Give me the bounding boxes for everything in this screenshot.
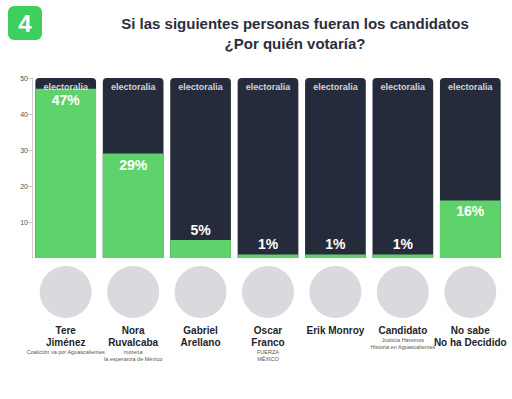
svg-text:electoralia: electoralia	[111, 82, 157, 92]
svg-text:50: 50	[20, 75, 28, 82]
svg-text:Ruvalcaba: Ruvalcaba	[108, 337, 158, 348]
svg-text:47%: 47%	[52, 92, 81, 108]
svg-text:40: 40	[20, 111, 28, 118]
svg-text:Historia en Aguascalientes: Historia en Aguascalientes	[370, 344, 435, 350]
svg-text:5%: 5%	[190, 222, 211, 238]
svg-text:Jiménez: Jiménez	[46, 337, 85, 348]
svg-text:FUERZA: FUERZA	[257, 349, 279, 355]
svg-text:Candidato: Candidato	[378, 325, 427, 336]
svg-text:la esperanza de México: la esperanza de México	[104, 356, 162, 362]
svg-text:Justicia Haremos: Justicia Haremos	[382, 337, 424, 343]
svg-text:1%: 1%	[258, 236, 279, 252]
svg-text:4: 4	[18, 10, 32, 37]
svg-text:29%: 29%	[119, 157, 148, 173]
svg-text:Gabriel: Gabriel	[183, 325, 218, 336]
svg-text:electoralia: electoralia	[381, 82, 427, 92]
svg-text:morena: morena	[124, 349, 144, 355]
svg-text:Tere: Tere	[56, 325, 77, 336]
svg-text:20: 20	[20, 183, 28, 190]
svg-text:Arellano: Arellano	[181, 337, 221, 348]
svg-text:Si las siguientes personas fue: Si las siguientes personas fueran los ca…	[121, 15, 469, 32]
svg-text:30: 30	[20, 147, 28, 154]
svg-text:Coalición va por Aguascaliente: Coalición va por Aguascalientes	[27, 349, 105, 355]
svg-text:Nora: Nora	[122, 325, 145, 336]
svg-text:electoralia: electoralia	[246, 82, 292, 92]
svg-text:MÉXICO: MÉXICO	[257, 356, 279, 362]
svg-text:No ha Decidido: No ha Decidido	[434, 337, 507, 348]
svg-text:Oscar: Oscar	[254, 325, 282, 336]
svg-text:16%: 16%	[456, 203, 485, 219]
svg-text:Franco: Franco	[251, 337, 284, 348]
svg-text:10: 10	[20, 219, 28, 226]
svg-text:1%: 1%	[325, 236, 346, 252]
svg-text:Erik Monroy: Erik Monroy	[307, 325, 365, 336]
svg-text:electoralia: electoralia	[43, 82, 89, 92]
svg-text:electoralia: electoralia	[178, 82, 224, 92]
svg-text:electoralia: electoralia	[313, 82, 359, 92]
svg-text:¿Por quién votaría?: ¿Por quién votaría?	[225, 35, 366, 52]
svg-text:1%: 1%	[393, 236, 414, 252]
svg-text:electoralia: electoralia	[448, 82, 494, 92]
svg-text:No sabe: No sabe	[451, 325, 490, 336]
